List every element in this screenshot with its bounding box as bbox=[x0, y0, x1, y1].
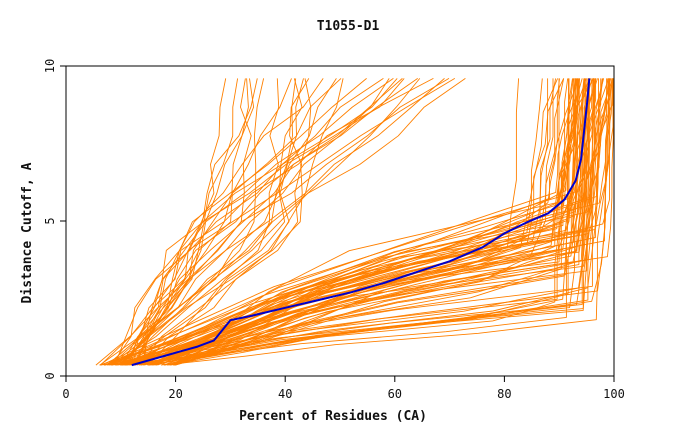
x-tick-label: 40 bbox=[278, 387, 292, 401]
y-axis-ticks: 0 5 10 bbox=[43, 59, 66, 380]
model-curve bbox=[119, 78, 337, 366]
model-curve bbox=[135, 78, 227, 366]
y-tick-label: 10 bbox=[43, 59, 57, 73]
x-axis-ticks: 0 20 40 60 80 100 bbox=[62, 376, 625, 401]
model-curve bbox=[99, 78, 297, 366]
model-curve bbox=[140, 78, 344, 366]
model-curve bbox=[111, 78, 303, 366]
x-tick-label: 20 bbox=[168, 387, 182, 401]
model-curve bbox=[173, 78, 595, 366]
y-tick-label: 0 bbox=[43, 372, 57, 379]
model-curve bbox=[115, 78, 587, 366]
model-curve bbox=[146, 78, 280, 366]
model-curve bbox=[174, 78, 586, 366]
model-curve bbox=[119, 78, 312, 366]
model-curve bbox=[175, 78, 590, 366]
model-curve bbox=[109, 78, 604, 366]
model-curve bbox=[100, 78, 590, 366]
y-axis-label: Distance Cutoff, A bbox=[20, 162, 35, 303]
highlight-curve-group bbox=[131, 78, 591, 367]
model-curve bbox=[125, 78, 560, 366]
x-tick-label: 100 bbox=[603, 387, 625, 401]
model-curve bbox=[136, 78, 581, 366]
model-curve bbox=[148, 78, 565, 366]
model-curve bbox=[163, 78, 589, 366]
model-curves bbox=[95, 78, 615, 366]
model-curve bbox=[171, 78, 590, 366]
model-curve bbox=[122, 78, 585, 366]
x-tick-label: 80 bbox=[497, 387, 511, 401]
model-curve bbox=[127, 78, 304, 366]
model-curve bbox=[173, 78, 586, 366]
model-curve bbox=[104, 78, 578, 366]
model-curve bbox=[111, 78, 421, 366]
x-axis-label: Percent of Residues (CA) bbox=[239, 409, 427, 424]
model-curve bbox=[173, 78, 589, 366]
model-curve bbox=[111, 78, 258, 366]
model-curve bbox=[106, 78, 405, 366]
model-curve bbox=[142, 78, 342, 366]
model-curve bbox=[99, 78, 569, 366]
model-curve bbox=[122, 78, 569, 366]
model-curve bbox=[118, 78, 403, 366]
model-curve bbox=[134, 78, 615, 366]
x-tick-label: 60 bbox=[388, 387, 402, 401]
model-curve bbox=[138, 78, 595, 366]
chart-title: T1055-D1 bbox=[317, 19, 380, 34]
model-curve bbox=[142, 78, 239, 366]
model-curve bbox=[100, 78, 292, 366]
model-curve bbox=[132, 78, 565, 366]
model-curve bbox=[105, 78, 575, 366]
model-curve bbox=[155, 78, 543, 366]
model-curve bbox=[111, 78, 557, 366]
model-curve bbox=[120, 78, 585, 366]
model-curve bbox=[111, 78, 549, 366]
model-curve bbox=[164, 78, 570, 366]
model-curve bbox=[142, 78, 310, 366]
y-tick-label: 5 bbox=[43, 217, 57, 224]
model-curve bbox=[161, 78, 577, 366]
model-curve bbox=[107, 78, 265, 366]
model-curve bbox=[104, 78, 614, 366]
model-curve bbox=[169, 78, 614, 366]
x-tick-label: 0 bbox=[62, 387, 69, 401]
highlight-curve bbox=[131, 78, 591, 367]
